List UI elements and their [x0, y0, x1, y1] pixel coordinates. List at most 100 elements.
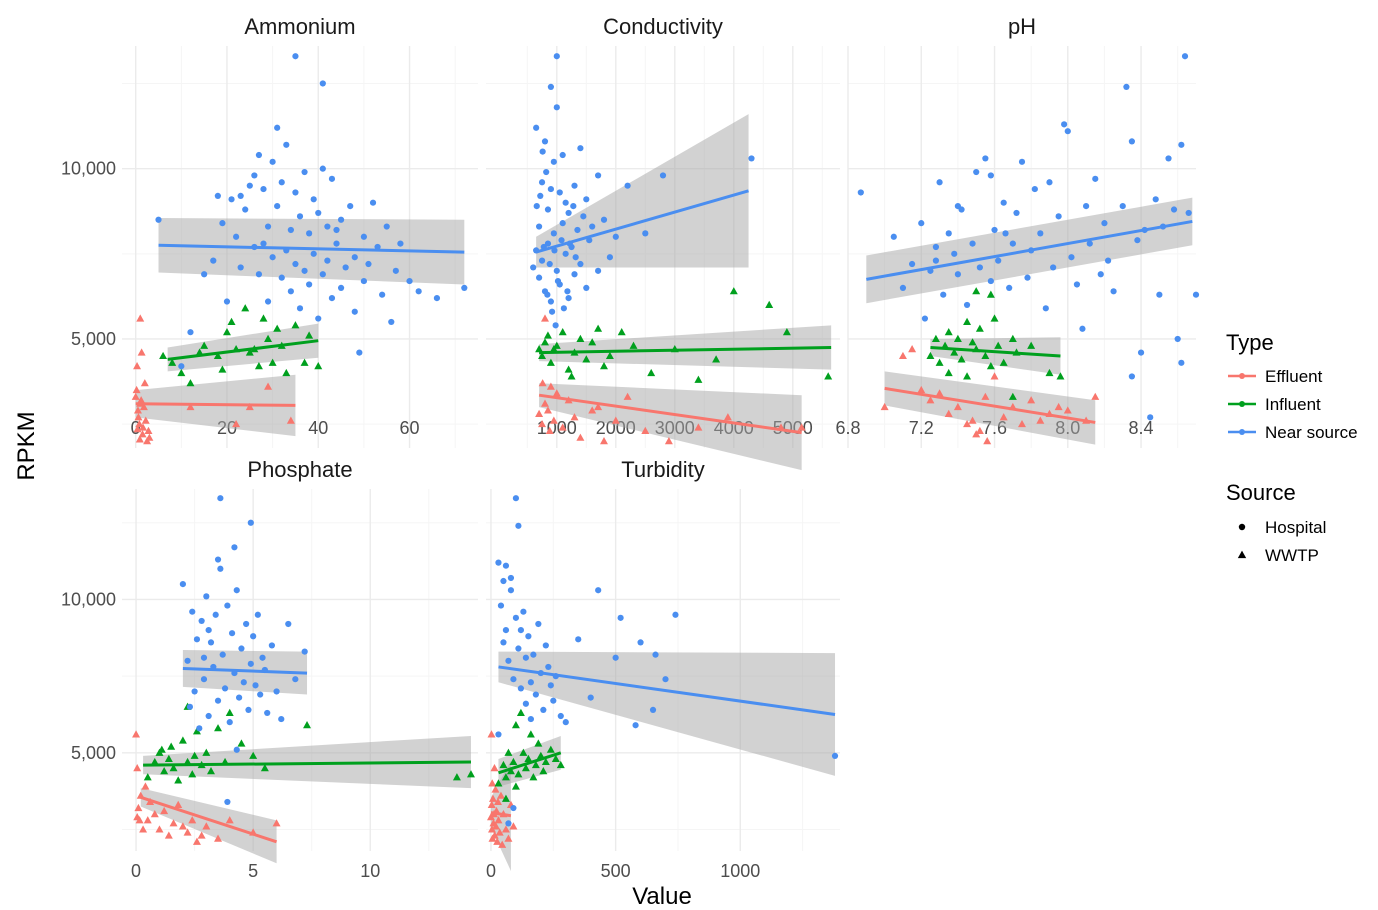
point-near-source: [502, 627, 510, 634]
point-influent: [963, 372, 972, 380]
y-tick-label: 5,000: [71, 743, 116, 763]
confidence-band-effluent: [884, 371, 1096, 445]
point-near-source: [552, 322, 559, 329]
point-influent: [273, 324, 282, 332]
point-effluent: [491, 785, 500, 793]
point-near-source: [505, 657, 512, 664]
point-near-source: [557, 712, 564, 720]
point-effluent: [178, 822, 187, 830]
point-effluent: [898, 351, 907, 360]
fit-line-effluent: [135, 402, 296, 407]
point-near-source: [936, 179, 943, 186]
point-influent: [241, 304, 250, 312]
point-influent: [765, 300, 774, 308]
fit-line-near-source: [158, 243, 465, 254]
point-near-source: [554, 277, 562, 285]
point-near-source: [899, 284, 907, 291]
point-near-source: [577, 145, 584, 152]
point-influent: [539, 767, 548, 775]
point-influent: [1045, 368, 1054, 377]
point-near-source: [612, 654, 619, 661]
point-near-source: [1013, 209, 1020, 217]
confidence-band-effluent: [140, 788, 277, 864]
point-near-source: [940, 291, 947, 298]
point-near-source: [505, 820, 512, 827]
point-effluent: [990, 372, 999, 380]
point-near-source: [595, 172, 602, 179]
panel-phosphate: Phosphate 0 5 10 5,000 10,000: [61, 457, 478, 881]
point-influent: [202, 748, 211, 756]
point-near-source: [238, 645, 245, 652]
point-near-source: [255, 151, 263, 159]
point-near-source: [547, 682, 554, 689]
point-near-source: [198, 617, 205, 625]
point-near-source: [1097, 271, 1104, 278]
point-near-source: [1128, 138, 1135, 145]
point-influent: [1008, 334, 1017, 343]
point-near-source: [539, 148, 546, 155]
point-near-source: [247, 660, 254, 667]
point-effluent: [594, 402, 603, 411]
point-effluent: [664, 436, 673, 445]
point-near-source: [212, 611, 219, 618]
point-near-source: [553, 104, 560, 111]
point-near-source: [178, 363, 185, 370]
point-near-source: [583, 196, 590, 203]
point-near-source: [510, 804, 517, 812]
point-near-source: [200, 676, 208, 683]
point-near-source: [203, 593, 210, 600]
point-influent: [972, 287, 981, 295]
point-near-source: [545, 663, 552, 671]
point-near-source: [553, 53, 560, 60]
point-near-source: [951, 250, 958, 257]
point-near-source: [637, 639, 644, 646]
point-influent: [168, 358, 177, 366]
point-near-source: [337, 284, 345, 291]
point-effluent: [491, 822, 500, 830]
point-effluent: [160, 806, 169, 815]
point-influent: [501, 794, 510, 802]
point-near-source: [571, 271, 578, 278]
point-near-source: [1024, 274, 1031, 281]
y-tick-label: 10,000: [61, 589, 116, 609]
point-near-source: [515, 522, 522, 529]
point-influent: [291, 321, 300, 329]
point-near-source: [296, 305, 304, 312]
confidence-band-influent: [143, 735, 471, 789]
fit-line-influent: [498, 751, 562, 775]
point-near-source: [550, 230, 557, 237]
point-near-source: [932, 257, 940, 264]
point-near-source: [1042, 305, 1049, 312]
point-near-source: [155, 216, 162, 223]
point-near-source: [1050, 264, 1057, 271]
point-near-source: [548, 308, 556, 315]
point-near-source: [495, 559, 502, 566]
point-near-source: [662, 676, 669, 683]
legend-item-effluent: Effluent: [1228, 367, 1323, 386]
point-near-source: [356, 349, 363, 356]
point-influent: [968, 338, 977, 346]
point-near-source: [461, 284, 468, 291]
point-near-source: [1156, 291, 1163, 298]
point-effluent: [723, 413, 732, 421]
point-near-source: [1083, 203, 1090, 210]
point-near-source: [383, 223, 390, 230]
point-near-source: [1031, 185, 1038, 193]
x-axis-title: Value: [632, 883, 692, 910]
point-near-source: [306, 230, 313, 237]
point-influent: [200, 341, 209, 349]
point-near-source: [748, 155, 755, 162]
point-near-source: [991, 226, 998, 234]
point-effluent: [797, 423, 806, 431]
point-near-source: [306, 281, 313, 288]
point-near-source: [1079, 325, 1086, 332]
point-near-source: [857, 189, 864, 196]
point-effluent: [135, 435, 144, 443]
point-near-source: [233, 233, 240, 240]
point-near-source: [301, 648, 308, 655]
point-influent: [981, 351, 990, 360]
point-near-source: [379, 291, 386, 298]
point-near-source: [969, 240, 976, 247]
point-near-source: [547, 185, 555, 193]
